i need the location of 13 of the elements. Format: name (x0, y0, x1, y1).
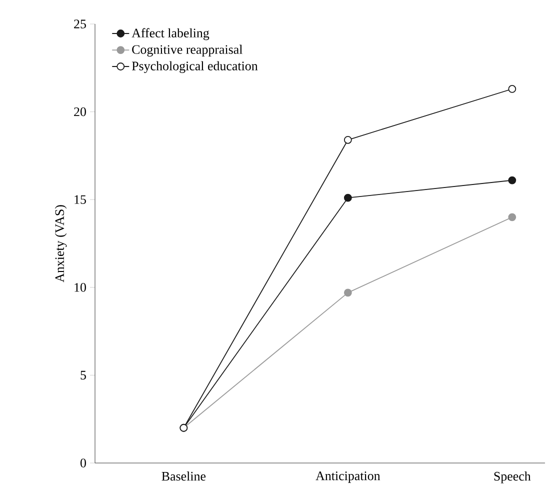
y-tick-label: 10 (74, 283, 86, 292)
y-tick-label: 20 (74, 107, 86, 116)
legend-label: Psychological education (132, 61, 258, 74)
y-tick-label: 25 (74, 20, 86, 28)
legend-label: Cognitive reappraisal (132, 44, 242, 57)
legend-label: Affect labeling (132, 28, 210, 40)
x-tick-label: Baseline (162, 472, 206, 481)
x-tick-label: Anticipation (316, 472, 380, 483)
y-tick-label: 0 (80, 458, 86, 468)
y-axis-title: Anxiety (VAS) (54, 205, 67, 282)
x-tick-label: Speech (494, 472, 531, 484)
y-tick-label: 5 (80, 370, 86, 380)
y-tick-label: 15 (74, 195, 86, 204)
